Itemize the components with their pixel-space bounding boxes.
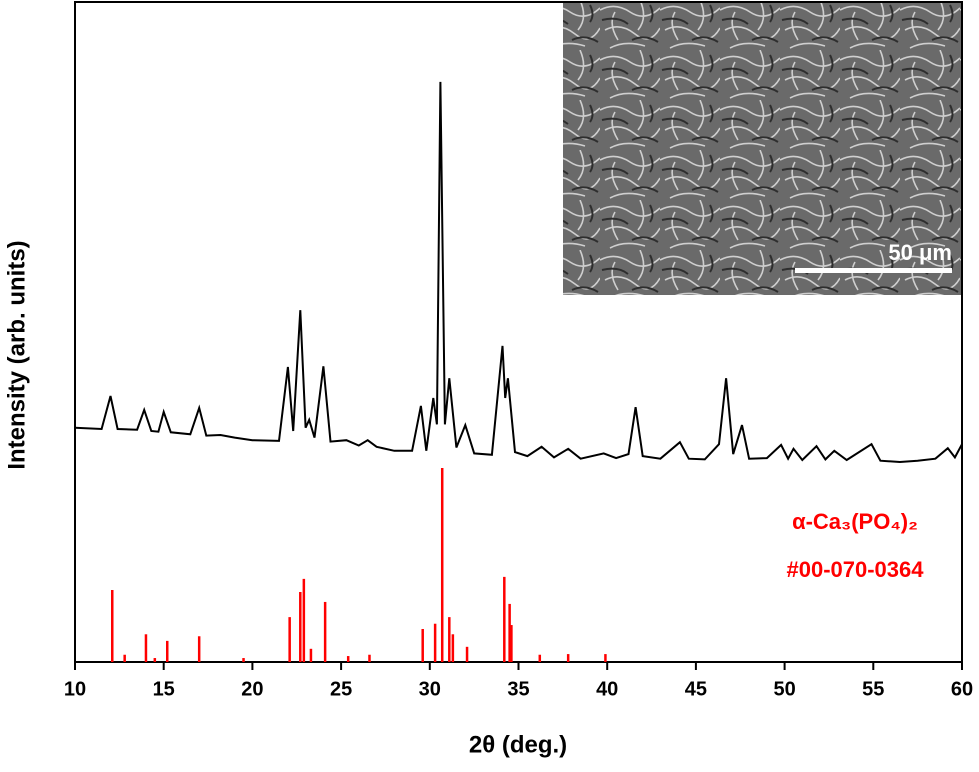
y-axis-label: Intensity (arb. units): [3, 240, 30, 469]
x-axis-label: 2θ (deg.): [469, 731, 567, 758]
sem-inset: 50 μm: [563, 2, 962, 295]
card-label: #00-070-0364: [786, 557, 924, 582]
phase-label: α-Ca₃(PO₄)₂: [792, 509, 918, 534]
x-tick-label: 10: [64, 678, 86, 700]
x-tick-label: 40: [596, 678, 618, 700]
scale-label: 50 μm: [888, 240, 952, 265]
x-tick-label: 25: [330, 678, 352, 700]
x-tick-label: 50: [773, 678, 795, 700]
x-tick-label: 35: [507, 678, 529, 700]
sem-image: [563, 2, 962, 295]
xrd-pattern: [74, 81, 963, 464]
x-tick-label: 45: [685, 678, 707, 700]
x-tick-label: 30: [419, 678, 441, 700]
x-tick-label: 20: [241, 678, 263, 700]
x-tick-label: 55: [862, 678, 884, 700]
x-tick-label: 60: [951, 678, 973, 700]
x-tick-label: 15: [153, 678, 175, 700]
scale-bar: [795, 268, 952, 273]
